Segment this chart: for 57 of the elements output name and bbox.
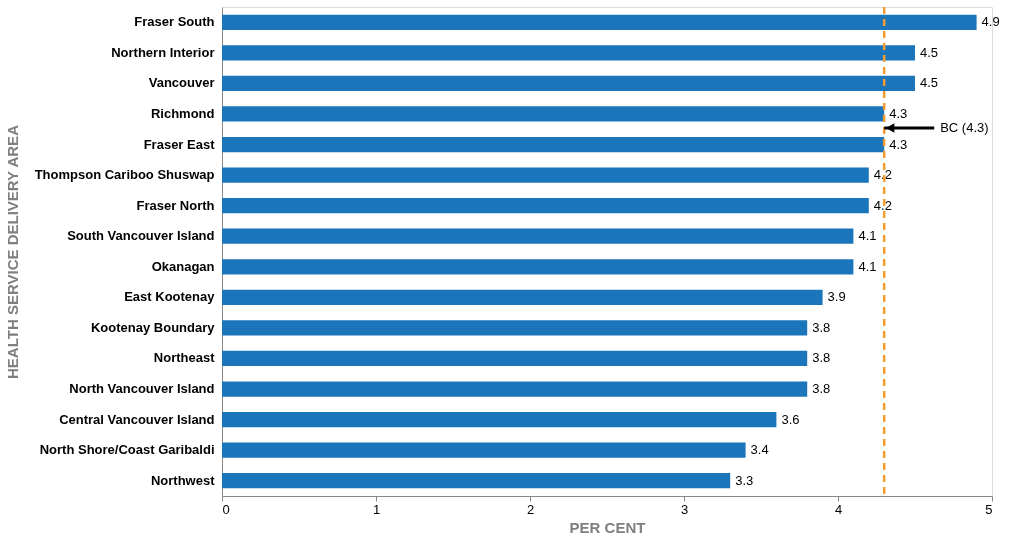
bar xyxy=(222,442,746,458)
bar xyxy=(222,473,731,489)
data-label: 3.4 xyxy=(750,442,769,458)
y-tick-label: South Vancouver Island xyxy=(67,228,215,244)
y-tick-label: Richmond xyxy=(150,105,215,121)
bar xyxy=(222,320,808,336)
bar xyxy=(222,381,808,397)
y-axis-title: HEALTH SERVICE DELIVERY AREA xyxy=(3,124,21,379)
y-tick-label: Northern Interior xyxy=(111,44,215,60)
y-tick-label: North Shore/Coast Garibaldi xyxy=(39,442,215,458)
x-tick-label: 1 xyxy=(372,501,381,517)
bar xyxy=(222,106,885,122)
y-tick-label: Kootenay Boundary xyxy=(90,319,216,335)
data-label: 3.8 xyxy=(812,381,831,397)
bar xyxy=(222,198,869,214)
data-label: 3.6 xyxy=(781,411,800,427)
data-label: 4.3 xyxy=(889,136,908,152)
ref-line-label: BC (4.3) xyxy=(940,119,989,135)
y-tick-label: North Vancouver Island xyxy=(69,381,215,397)
bar xyxy=(222,45,915,61)
data-label: 4.2 xyxy=(873,167,892,183)
y-tick-label: Thompson Cariboo Shuswap xyxy=(34,167,215,183)
bar xyxy=(222,14,977,30)
y-tick-label: Northwest xyxy=(150,472,216,488)
bar xyxy=(222,136,885,153)
x-tick-label: 0 xyxy=(222,501,230,517)
data-label: 4.5 xyxy=(920,44,939,60)
bar xyxy=(222,167,869,183)
bar xyxy=(222,350,808,367)
y-tick-label: Fraser North xyxy=(136,197,215,213)
data-label: 4.3 xyxy=(889,105,908,121)
y-tick-label: Central Vancouver Island xyxy=(59,411,215,427)
y-tick-label: Vancouver xyxy=(148,75,215,91)
bar xyxy=(222,411,777,428)
data-label: 4.1 xyxy=(858,228,877,244)
y-tick-label: East Kootenay xyxy=(124,289,216,305)
bar xyxy=(222,75,915,92)
data-label: 4.5 xyxy=(920,75,939,91)
x-tick-label: 5 xyxy=(985,501,993,517)
data-label: 4.2 xyxy=(873,197,892,213)
bar xyxy=(222,289,823,305)
y-tick-label: Fraser East xyxy=(143,136,216,152)
x-tick-label: 4 xyxy=(834,501,843,517)
x-tick-label: 2 xyxy=(526,501,535,517)
data-label: 4.1 xyxy=(858,258,877,274)
bar xyxy=(222,228,854,244)
data-label: 4.9 xyxy=(981,14,1000,30)
data-label: 3.8 xyxy=(812,350,831,366)
y-tick-label: Okanagan xyxy=(151,258,215,274)
data-label: 3.3 xyxy=(735,472,754,488)
y-tick-label: Northeast xyxy=(153,350,216,366)
data-label: 3.8 xyxy=(812,319,831,335)
x-axis-title: PER CENT xyxy=(569,518,646,536)
y-tick-label: Fraser South xyxy=(134,14,215,30)
x-tick-label: 3 xyxy=(680,501,689,517)
data-label: 3.9 xyxy=(827,289,846,305)
bar xyxy=(222,259,854,275)
